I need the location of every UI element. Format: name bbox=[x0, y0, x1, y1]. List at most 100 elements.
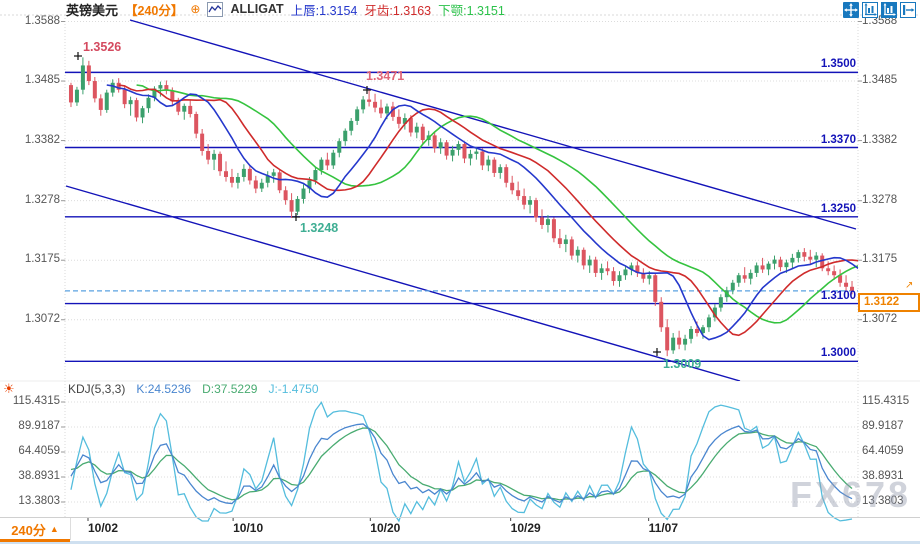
candle-body bbox=[492, 159, 497, 173]
candle-body bbox=[295, 198, 300, 212]
y-axis-label-right: 1.3072 bbox=[862, 312, 898, 325]
candle-body bbox=[522, 196, 527, 205]
candle-body bbox=[778, 259, 783, 268]
candle-body bbox=[581, 249, 586, 266]
kdj-d-line bbox=[70, 427, 853, 501]
candle-body bbox=[730, 282, 735, 291]
candle-body bbox=[253, 180, 258, 189]
candle-body bbox=[188, 105, 193, 114]
candle-body bbox=[647, 275, 652, 279]
candle-body bbox=[784, 262, 789, 268]
collapse-icon[interactable]: ⊕ bbox=[190, 2, 201, 16]
candle-body bbox=[301, 188, 306, 199]
candle-body bbox=[68, 85, 73, 103]
candle-body bbox=[760, 265, 765, 270]
y-axis-label-left: 1.3485 bbox=[24, 74, 60, 87]
indicator-settings-icon[interactable]: ☀ bbox=[3, 381, 15, 396]
candle-body bbox=[510, 182, 515, 191]
trendline[interactable] bbox=[65, 185, 741, 381]
indicator-name: ALLIGAT bbox=[230, 2, 284, 16]
candle-body bbox=[271, 172, 276, 176]
candle-body bbox=[367, 99, 372, 102]
fit-vertical-icon[interactable] bbox=[881, 2, 897, 18]
timeframe-tab-label: 240分 bbox=[11, 522, 46, 538]
price-annotation: 1.3009 bbox=[663, 357, 702, 371]
price-annotation: 1.3248 bbox=[300, 221, 339, 235]
candle-body bbox=[814, 255, 819, 260]
candle-body bbox=[772, 259, 777, 264]
candle-body bbox=[241, 168, 246, 177]
candle-body bbox=[539, 217, 544, 225]
timeframe-tab-underline bbox=[0, 539, 70, 542]
kdj-j-value: J:-1.4750 bbox=[268, 382, 319, 396]
candle-body bbox=[200, 133, 205, 151]
y-axis-label-right: 1.3485 bbox=[862, 74, 898, 87]
chart-toolbar bbox=[843, 2, 916, 18]
candle-body bbox=[486, 159, 491, 166]
candle-body bbox=[802, 252, 807, 257]
kdj-axis-label-left: 64.4059 bbox=[18, 445, 60, 457]
candle-body bbox=[468, 153, 473, 159]
axis-row-divider bbox=[0, 517, 920, 518]
fit-horizontal-icon[interactable] bbox=[862, 2, 878, 18]
kdj-header: KDJ(5,3,3) K:24.5236 D:37.5229 J:-1.4750 bbox=[68, 382, 319, 396]
candle-body bbox=[265, 175, 270, 183]
candle-body bbox=[158, 85, 163, 89]
candle-body bbox=[826, 268, 831, 272]
period-label[interactable]: 【240分】 bbox=[125, 3, 184, 18]
y-axis-label-right: 1.3382 bbox=[862, 133, 898, 146]
candle-body bbox=[86, 65, 91, 82]
candle-body bbox=[402, 118, 407, 124]
candle-body bbox=[766, 263, 771, 270]
candle-body bbox=[808, 256, 813, 260]
candle-body bbox=[671, 337, 676, 351]
candle-body bbox=[665, 327, 670, 351]
level-label: 1.3000 bbox=[820, 347, 856, 360]
y-axis-label-left: 1.3072 bbox=[24, 312, 60, 325]
candle-body bbox=[396, 116, 401, 124]
y-axis-label-left: 1.3278 bbox=[24, 193, 60, 206]
candle-body bbox=[104, 92, 109, 110]
candle-body bbox=[325, 159, 330, 166]
candle-body bbox=[313, 170, 318, 181]
candle-body bbox=[110, 82, 115, 93]
candle-body bbox=[343, 130, 348, 142]
candle-body bbox=[677, 337, 682, 345]
candle-body bbox=[176, 101, 181, 112]
level-label: 1.3370 bbox=[820, 133, 856, 146]
candle-body bbox=[659, 301, 664, 328]
current-price-box: 1.3122 bbox=[858, 293, 920, 312]
candle-body bbox=[754, 265, 759, 273]
candle-body bbox=[516, 190, 521, 197]
candle-body bbox=[74, 89, 79, 103]
candle-body bbox=[307, 180, 312, 189]
candle-body bbox=[212, 153, 217, 160]
candle-body bbox=[587, 259, 592, 266]
candle-body bbox=[80, 65, 85, 90]
pan-icon[interactable] bbox=[843, 2, 859, 18]
candle-body bbox=[122, 89, 127, 105]
level-label: 1.3500 bbox=[820, 58, 856, 71]
candle-body bbox=[689, 328, 694, 339]
indicator-chart-icon[interactable] bbox=[207, 1, 224, 17]
candle-body bbox=[229, 176, 234, 183]
candle-body bbox=[277, 172, 282, 191]
kdj-k-line bbox=[70, 423, 853, 505]
x-axis-date-label: 10/10 bbox=[233, 521, 264, 535]
alligator-jaw-value: 下颚:1.3151 bbox=[438, 3, 505, 18]
level-label: 1.3100 bbox=[820, 289, 856, 302]
alligator-jaw-line bbox=[136, 84, 858, 324]
candle-body bbox=[164, 85, 169, 91]
candle-body bbox=[408, 118, 413, 133]
candle-body bbox=[259, 182, 264, 189]
timeframe-tab-240min[interactable]: 240分 ▲ bbox=[0, 518, 71, 540]
x-axis-date-label: 10/20 bbox=[370, 521, 401, 535]
candle-body bbox=[128, 100, 133, 105]
candle-body bbox=[355, 109, 360, 121]
candle-body bbox=[379, 107, 384, 114]
candle-body bbox=[289, 200, 294, 212]
shift-right-icon[interactable] bbox=[900, 2, 916, 18]
alligator-lips-line bbox=[106, 84, 858, 341]
candle-body bbox=[194, 113, 199, 134]
